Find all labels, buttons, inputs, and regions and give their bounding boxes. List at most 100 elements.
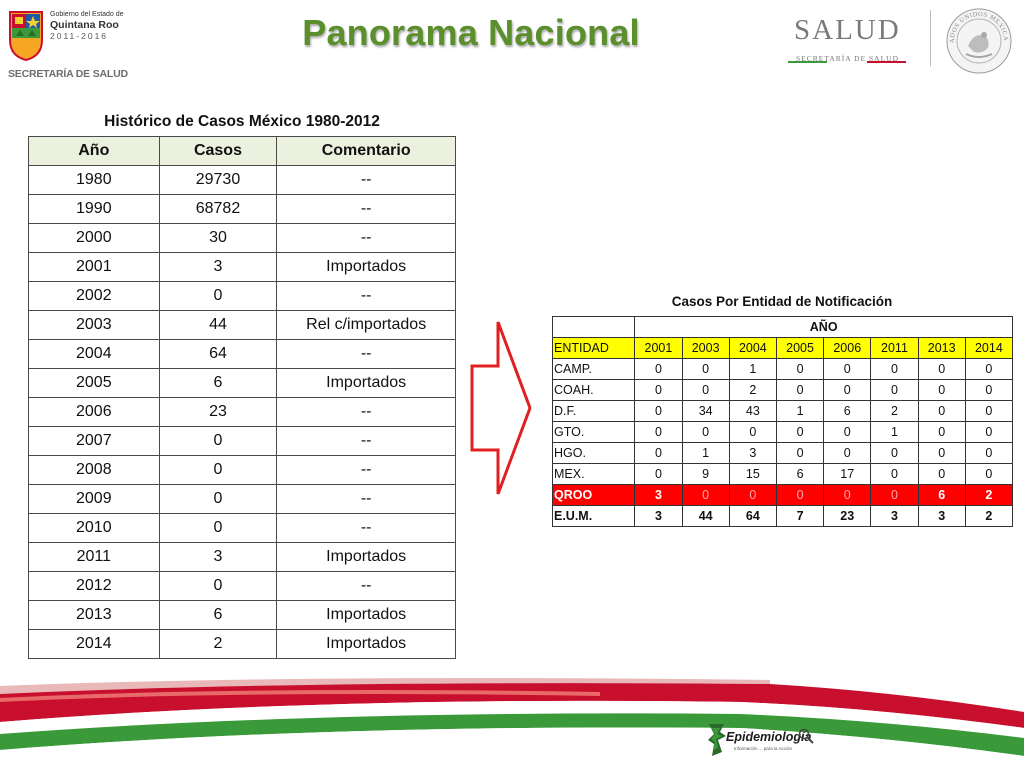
entidades-cell-value: 0	[917, 400, 966, 422]
entidades-cell-value: 23	[823, 505, 872, 527]
epidemiologia-word: Epidemiología	[726, 730, 812, 744]
historico-cell-comentario: --	[276, 194, 456, 224]
entidades-cell-value: 0	[775, 421, 825, 443]
historico-cell-casos: 3	[158, 252, 278, 282]
entidades-header-year: 2014	[964, 337, 1014, 359]
salud-word: SALUD	[794, 14, 901, 46]
page-title: Panorama Nacional	[302, 12, 640, 53]
historico-cell-anio: 2013	[28, 600, 160, 630]
historico-cell-comentario: Rel c/importados	[276, 310, 456, 340]
historico-header-anio: Año	[28, 136, 160, 166]
entidades-cell-value: 0	[634, 421, 683, 443]
historico-cell-comentario: --	[276, 397, 456, 427]
entidades-row: CAMP. 0 0 1 0 0 0 0 0	[551, 358, 1014, 380]
entidades-header-year: 2013	[917, 337, 966, 359]
national-seal-icon: ESTADOS UNIDOS MEXICANOS	[944, 6, 1012, 74]
historico-cell-casos: 2	[158, 629, 278, 659]
epidemiologia-logo: Epidemiología Información ... para la Ac…	[706, 722, 816, 762]
entidades-cell-value: 6	[917, 484, 966, 506]
historico-cell-comentario: --	[276, 426, 456, 456]
entidades-cell-value: 0	[917, 379, 966, 401]
historico-row: 2009 0 --	[28, 484, 456, 514]
historico-row: 2011 3 Importados	[28, 542, 456, 572]
historico-cell-comentario: --	[276, 165, 456, 195]
gov-line1: Gobierno del Estado de	[50, 11, 124, 18]
entidades-cell-value: 9	[681, 463, 730, 485]
historico-cell-anio: 2001	[28, 252, 160, 282]
entidades-cell-value: 2	[964, 484, 1014, 506]
historico-cell-anio: 2006	[28, 397, 160, 427]
salud-logo: SALUD SECRETARÍA DE SALUD	[784, 14, 914, 70]
entidades-cell-value: 64	[728, 505, 777, 527]
entidades-cell-value: 0	[681, 421, 730, 443]
entidades-cell-value: 0	[823, 358, 872, 380]
historico-header-row: Año Casos Comentario	[28, 136, 456, 166]
entidades-cell-value: 1	[870, 421, 919, 443]
entidades-cell-name: CAMP.	[551, 358, 636, 380]
entidades-row: COAH. 0 0 2 0 0 0 0 0	[551, 379, 1014, 401]
salud-sub: SECRETARÍA DE SALUD	[796, 54, 899, 63]
entidades-cell-value: 0	[917, 442, 966, 464]
entidades-header-entidad: ENTIDAD	[551, 337, 636, 359]
entidades-cell-value: 0	[634, 442, 683, 464]
historico-row: 2005 6 Importados	[28, 368, 456, 398]
entidades-header-year: 2005	[775, 337, 825, 359]
entidades-cell-value: 0	[823, 442, 872, 464]
historico-cell-comentario: Importados	[276, 368, 456, 398]
entidades-cell-name: E.U.M.	[551, 505, 636, 527]
entidades-cell-value: 2	[870, 400, 919, 422]
entidades-header-year: 2003	[681, 337, 730, 359]
historico-cell-comentario: --	[276, 455, 456, 485]
entidades-cell-value: 0	[823, 421, 872, 443]
historico-cell-casos: 44	[158, 310, 278, 340]
entidades-cell-value: 0	[964, 421, 1014, 443]
entidades-cell-value: 6	[823, 400, 872, 422]
entidades-cell-value: 1	[728, 358, 777, 380]
historico-cell-anio: 2010	[28, 513, 160, 543]
gov-years: 2011-2016	[50, 31, 109, 41]
historico-cell-anio: 2007	[28, 426, 160, 456]
historico-row: 1990 68782 --	[28, 194, 456, 224]
entidades-cell-name: COAH.	[551, 379, 636, 401]
historico-cell-comentario: --	[276, 281, 456, 311]
arrow-right-icon	[470, 321, 532, 495]
historico-cell-anio: 1980	[28, 165, 160, 195]
entidades-cell-value: 44	[681, 505, 730, 527]
historico-cell-casos: 64	[158, 339, 278, 369]
historico-table: Año Casos Comentario 1980 29730 -- 1990 6878…	[28, 136, 456, 659]
entidades-cell-value: 0	[775, 379, 825, 401]
entidades-cell-value: 0	[728, 421, 777, 443]
entidades-cell-value: 0	[775, 358, 825, 380]
entidades-cell-value: 0	[870, 484, 919, 506]
historico-caption: Histórico de Casos México 1980-2012	[104, 113, 380, 130]
salud-flag-bar	[788, 50, 906, 63]
historico-row: 2001 3 Importados	[28, 252, 456, 282]
historico-cell-anio: 2011	[28, 542, 160, 572]
historico-cell-casos: 0	[158, 281, 278, 311]
historico-row: 2013 6 Importados	[28, 600, 456, 630]
entidades-cell-value: 0	[634, 463, 683, 485]
historico-cell-anio: 2002	[28, 281, 160, 311]
entidades-cell-value: 0	[964, 400, 1014, 422]
entidades-anio-row: AÑO	[551, 316, 1013, 338]
historico-cell-anio: 2005	[28, 368, 160, 398]
historico-cell-casos: 0	[158, 484, 278, 514]
historico-cell-anio: 2012	[28, 571, 160, 601]
secretaria-salud-left: SECRETARÍA DE SALUD	[8, 68, 128, 80]
historico-cell-comentario: --	[276, 571, 456, 601]
entidades-cell-value: 0	[870, 358, 919, 380]
entidades-cell-value: 3	[870, 505, 919, 527]
entidades-corner-cell	[551, 316, 636, 338]
historico-row: 2006 23 --	[28, 397, 456, 427]
entidades-cell-name: MEX.	[551, 463, 636, 485]
entidades-row: HGO. 0 1 3 0 0 0 0 0	[551, 442, 1014, 464]
entidades-cell-value: 0	[917, 463, 966, 485]
entidades-caption: Casos Por Entidad de Notificación	[671, 294, 893, 309]
historico-header-comentario: Comentario	[276, 136, 456, 166]
historico-cell-anio: 2004	[28, 339, 160, 369]
historico-cell-casos: 0	[158, 571, 278, 601]
entidades-header-year: 2011	[870, 337, 919, 359]
entidades-cell-value: 0	[964, 463, 1014, 485]
historico-row: 2012 0 --	[28, 571, 456, 601]
entidades-cell-value: 34	[681, 400, 730, 422]
